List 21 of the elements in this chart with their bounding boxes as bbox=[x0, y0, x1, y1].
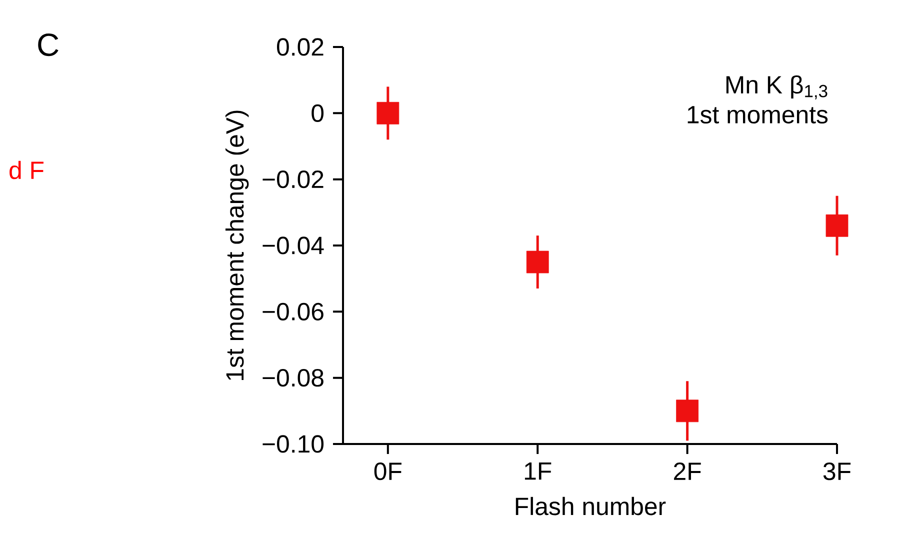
annotation: 1st moments bbox=[688, 106, 828, 124]
point bbox=[376, 102, 400, 124]
text: d F bbox=[10, 160, 44, 180]
x-tick-label: 2F bbox=[674, 462, 701, 480]
point bbox=[526, 250, 549, 274]
text: C bbox=[38, 34, 58, 56]
y-tick-label: −0.02 bbox=[262, 170, 324, 188]
point bbox=[826, 214, 848, 237]
y-tick-label: −0.06 bbox=[262, 302, 324, 320]
y-tick-label: −0.04 bbox=[262, 236, 324, 254]
x-tick-label: 1F bbox=[524, 462, 552, 480]
x-tick-label: 0F bbox=[374, 462, 402, 480]
x-tick-label: 3F bbox=[823, 462, 851, 480]
point bbox=[676, 400, 699, 422]
y-tick-label: −0.08 bbox=[262, 369, 324, 387]
x-axis-title: Flash number bbox=[516, 496, 666, 516]
annotation: Mn K β$_{1,3}$ bbox=[726, 75, 828, 100]
y-tick-label: 0.02 bbox=[277, 38, 324, 56]
y-tick-label: −0.10 bbox=[262, 435, 324, 453]
y-axis-title: 1st moment change (eV) bbox=[225, 110, 249, 380]
y-tick-label: 0 bbox=[312, 104, 324, 122]
